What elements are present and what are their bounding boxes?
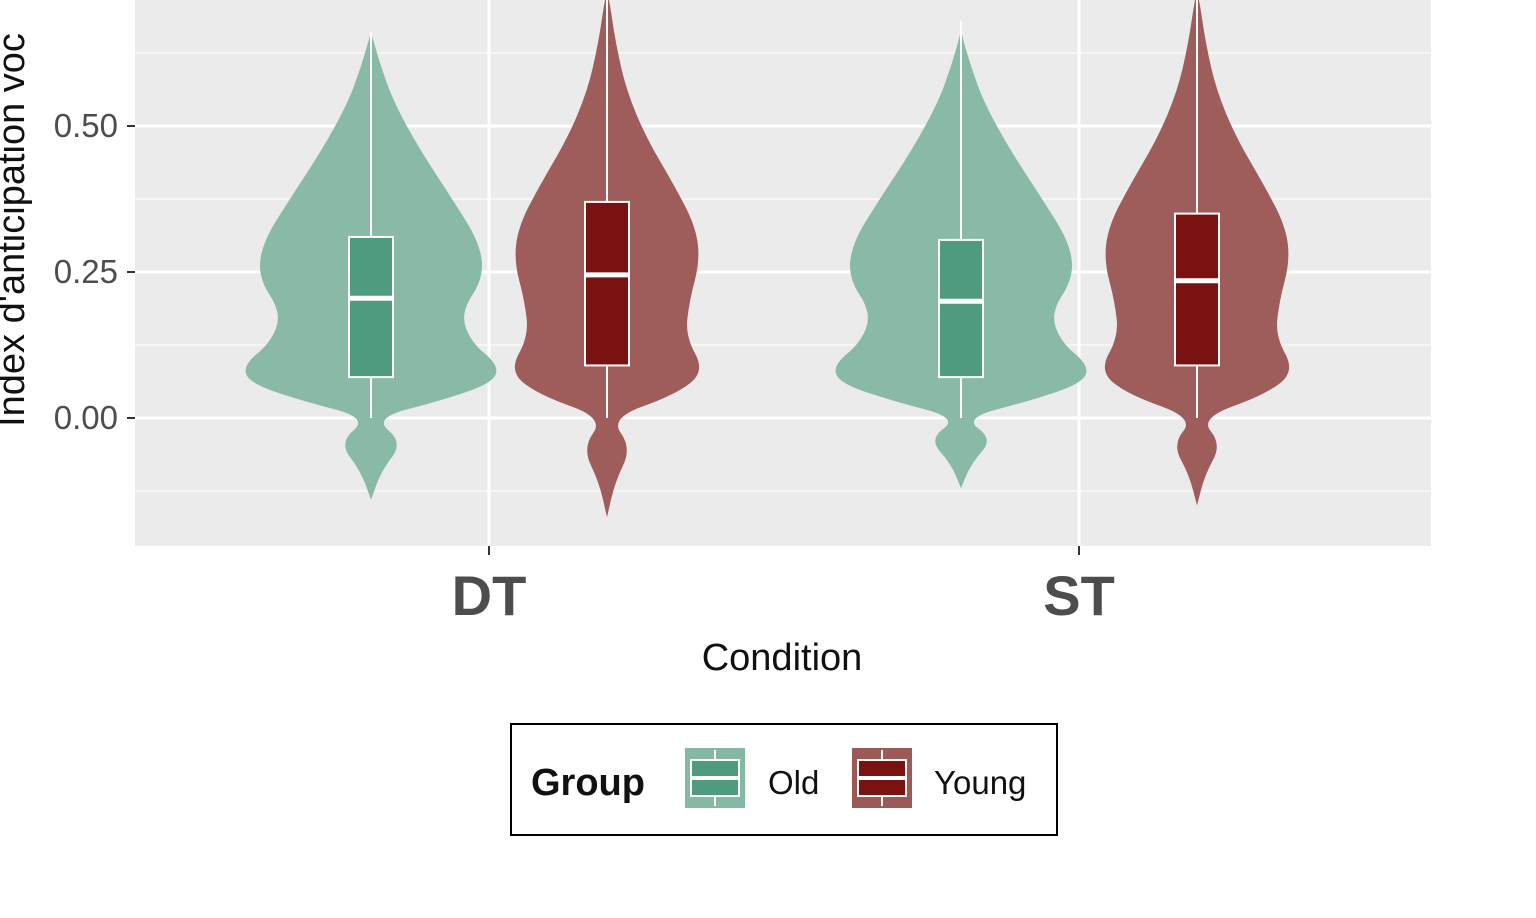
legend-title: Group <box>531 762 645 804</box>
legend: Group Old Young <box>510 723 1058 836</box>
y-axis: 0.00 0.25 0.50 <box>54 107 135 436</box>
box-old-dt <box>348 235 394 379</box>
y-axis-title: Index d'anticipation voc <box>0 33 33 427</box>
x-axis: DT ST <box>452 546 1115 627</box>
x-axis-title: Condition <box>702 637 863 679</box>
legend-label-young: Young <box>934 764 1026 801</box>
boxplots <box>348 0 1220 418</box>
y-tick-label: 0.50 <box>54 107 118 144</box>
legend-label-old: Old <box>768 764 819 801</box>
x-tick-label: DT <box>452 564 527 627</box>
y-tick-label: 0.25 <box>54 253 118 290</box>
box-young-st <box>1174 212 1220 367</box>
box-old-st <box>938 238 984 379</box>
legend-keys <box>685 748 912 808</box>
y-tick-label: 0.00 <box>54 399 118 436</box>
x-tick-label: ST <box>1043 564 1115 627</box>
legend-box <box>510 723 1058 836</box>
box-young-dt <box>584 200 630 367</box>
